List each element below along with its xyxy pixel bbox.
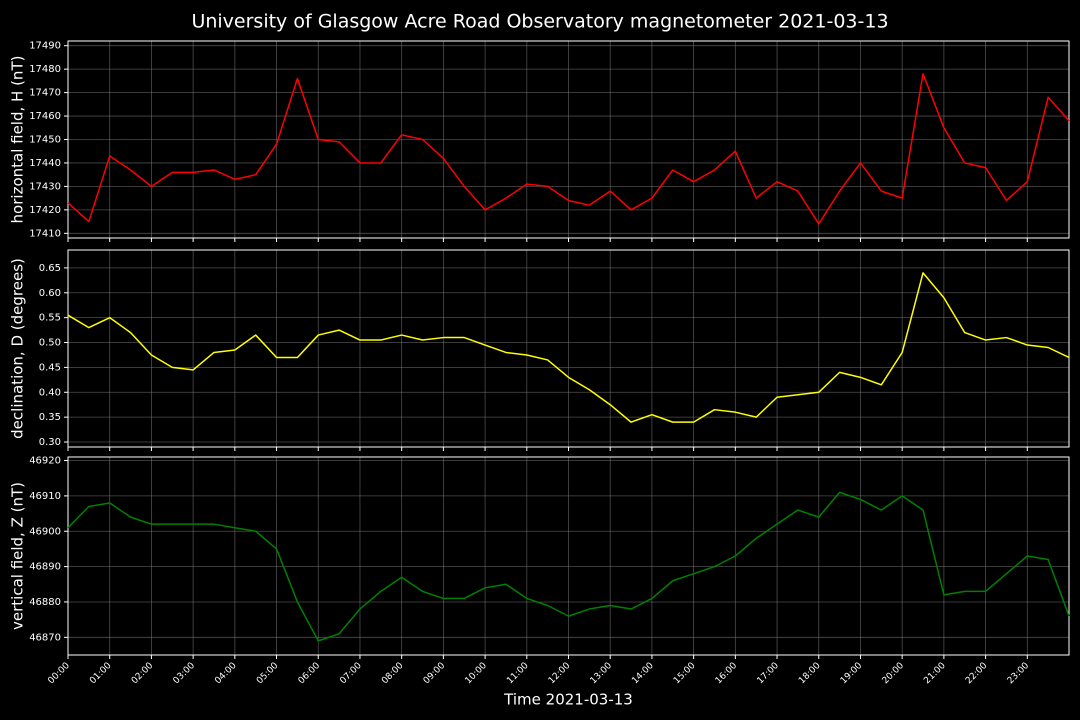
y-tick-label: 0.55: [39, 313, 61, 324]
y-tick-label: 0.40: [39, 387, 61, 398]
plot-frame: [67, 40, 1070, 239]
y-tick-label: 17460: [29, 111, 61, 122]
y-axis-label: vertical field, Z (nT): [9, 482, 27, 630]
y-tick-label: 17450: [29, 135, 61, 146]
y-tick-label: 46900: [29, 526, 61, 537]
y-tick-label: 46890: [29, 562, 61, 573]
y-axis-label: horizontal field, H (nT): [9, 56, 27, 224]
plot-frame: [67, 456, 1070, 656]
y-tick-label: 17420: [29, 205, 61, 216]
y-tick-label: 46880: [29, 597, 61, 608]
y-tick-label: 0.50: [39, 338, 61, 349]
data-line: [67, 73, 1070, 225]
y-tick-label: 17410: [29, 228, 61, 239]
y-tick-label: 17480: [29, 64, 61, 75]
data-line: [67, 272, 1070, 423]
y-tick-label: 0.35: [39, 412, 61, 423]
y-tick-label: 0.65: [39, 263, 61, 274]
x-axis-label: Time 2021-03-13: [503, 691, 633, 709]
y-tick-label: 0.45: [39, 362, 61, 373]
y-tick-label: 46920: [29, 456, 61, 467]
y-tick-label: 46910: [29, 491, 61, 502]
y-tick-label: 0.30: [39, 437, 61, 448]
y-tick-label: 17490: [29, 41, 61, 52]
y-tick-label: 17470: [29, 88, 61, 99]
y-tick-label: 17440: [29, 158, 61, 169]
figure-title: University of Glasgow Acre Road Observat…: [191, 11, 888, 33]
data-line: [67, 491, 1070, 642]
plot-frame: [67, 249, 1070, 448]
y-tick-label: 17430: [29, 181, 61, 192]
y-tick-label: 0.60: [39, 288, 61, 299]
y-tick-label: 46870: [29, 632, 61, 643]
y-axis-label: declination, D (degrees): [9, 258, 27, 439]
